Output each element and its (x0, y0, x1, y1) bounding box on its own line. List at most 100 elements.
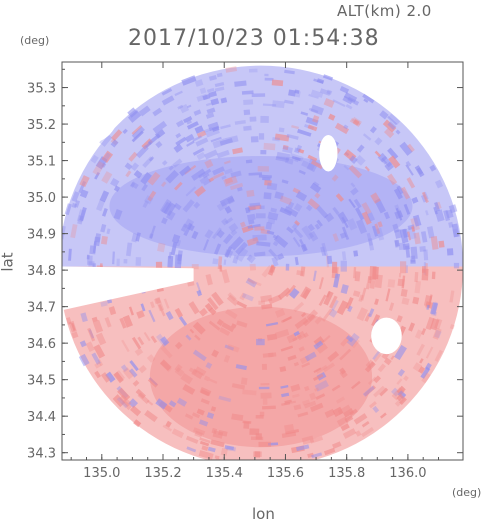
velocity-bin (299, 355, 311, 365)
velocity-bin (267, 211, 279, 221)
velocity-bin (101, 171, 113, 184)
velocity-bin (71, 191, 80, 203)
velocity-bin (399, 396, 407, 406)
velocity-bin (295, 191, 308, 202)
velocity-bin (300, 312, 307, 318)
velocity-bin (326, 89, 333, 95)
velocity-bin (168, 165, 174, 171)
velocity-bin (394, 239, 400, 247)
velocity-bin (182, 384, 196, 395)
velocity-bin (128, 151, 138, 162)
velocity-bin (157, 242, 166, 253)
velocity-bin (298, 346, 305, 352)
velocity-bin (323, 447, 336, 456)
velocity-bin (352, 290, 361, 298)
velocity-bin (236, 301, 248, 309)
velocity-bin (383, 211, 390, 220)
velocity-bin (163, 201, 177, 217)
velocity-bin (106, 228, 111, 235)
velocity-bin (387, 121, 397, 130)
velocity-bin (201, 445, 209, 451)
y-tick-label: 34.3 (27, 447, 56, 462)
no-echo-gaps (62, 65, 463, 355)
velocity-bin (194, 366, 207, 377)
velocity-bin (246, 462, 260, 466)
velocity-bin (221, 218, 229, 226)
velocity-bin (355, 207, 365, 221)
velocity-bin (307, 223, 315, 232)
velocity-bin (289, 288, 300, 299)
velocity-bin (311, 452, 323, 459)
velocity-bin (224, 344, 235, 351)
velocity-bin (258, 386, 270, 390)
velocity-bin (385, 288, 391, 302)
velocity-bin (116, 397, 128, 409)
velocity-bin (369, 126, 377, 134)
velocity-bin (350, 187, 359, 196)
velocity-bin (192, 349, 207, 362)
velocity-bin (387, 279, 396, 288)
y-axis-unit: (deg) (20, 34, 50, 47)
velocity-bin (194, 125, 204, 134)
velocity-bin (403, 203, 411, 215)
velocity-bin (323, 97, 335, 108)
velocity-bin (356, 307, 369, 322)
velocity-bin (165, 169, 179, 184)
velocity-bin (381, 155, 393, 168)
velocity-bin (412, 214, 422, 227)
velocity-bin (192, 427, 206, 436)
velocity-bin (276, 461, 284, 464)
velocity-bin (99, 190, 110, 203)
velocity-bin (294, 317, 309, 330)
velocity-bin (420, 366, 431, 379)
velocity-bin (245, 277, 258, 288)
velocity-bin (259, 205, 265, 210)
velocity-bin (368, 308, 375, 318)
velocity-bin (387, 173, 398, 186)
velocity-bin (161, 217, 168, 225)
velocity-bin (161, 88, 173, 96)
velocity-bin (281, 431, 297, 438)
velocity-bin (396, 185, 404, 195)
velocity-bin (253, 451, 262, 457)
velocity-bin (310, 104, 325, 116)
velocity-bin (191, 368, 204, 380)
velocity-bin (430, 302, 439, 315)
velocity-bin (332, 233, 339, 242)
velocity-bin (423, 249, 429, 261)
velocity-bin (154, 297, 161, 305)
velocity-bin (135, 388, 146, 399)
velocity-bin (216, 229, 225, 239)
y-tick-label: 34.4 (27, 410, 56, 425)
velocity-bin (446, 248, 454, 256)
velocity-bin (183, 115, 193, 124)
velocity-bin (326, 291, 331, 298)
velocity-bin (211, 125, 220, 132)
velocity-bin (374, 150, 382, 158)
velocity-bin (71, 331, 79, 339)
velocity-bin (94, 233, 102, 243)
velocity-bin (74, 200, 81, 208)
velocity-bin (312, 115, 320, 123)
velocity-bin (411, 196, 419, 204)
velocity-bin (208, 307, 217, 316)
velocity-bin (211, 291, 224, 306)
velocity-bin (264, 77, 274, 81)
plot-frame (61, 61, 464, 461)
velocity-bin (420, 231, 428, 243)
velocity-bin (167, 255, 174, 268)
velocity-bin (390, 355, 395, 361)
velocity-bin (70, 223, 78, 239)
velocity-bin (210, 136, 222, 143)
velocity-bin (113, 185, 121, 192)
velocity-bin (198, 168, 212, 179)
velocity-bin (150, 335, 158, 344)
velocity-bin (79, 175, 90, 188)
velocity-bin (314, 192, 321, 199)
scan-datetime: 2017/10/23 01:54:38 (128, 26, 380, 51)
velocity-bin (136, 310, 145, 319)
velocity-bin (128, 398, 139, 408)
velocity-bin (243, 109, 251, 116)
velocity-bin (216, 149, 230, 159)
